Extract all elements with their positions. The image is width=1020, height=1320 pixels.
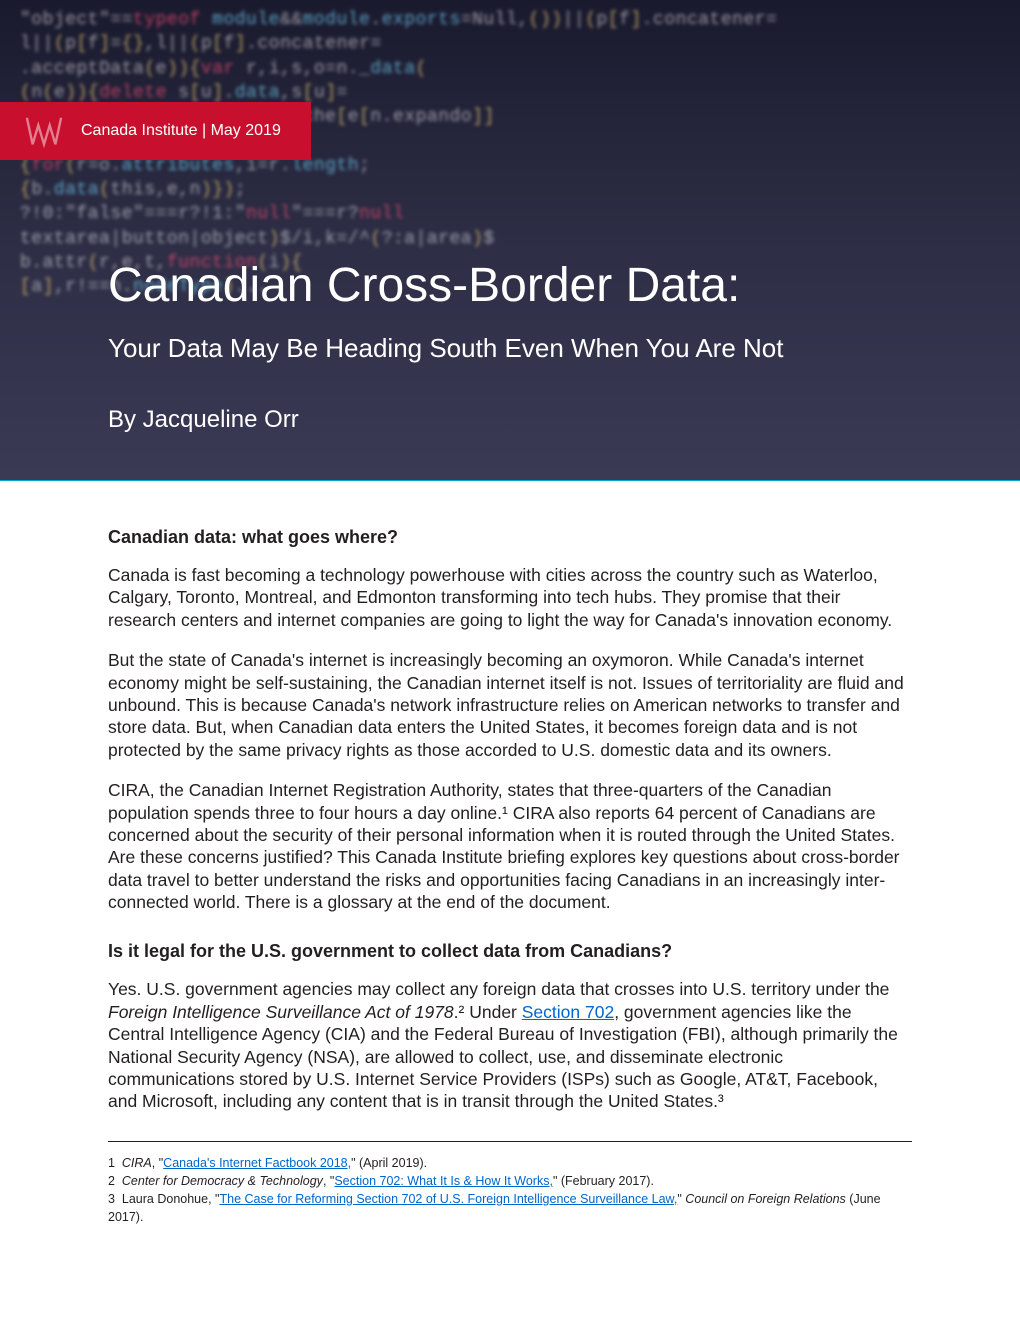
article-content: Canadian data: what goes where? Canada i…: [0, 481, 1020, 1226]
header-hero: "object"==typeof module&&module.exports=…: [0, 0, 1020, 480]
body-paragraph: Canada is fast becoming a technology pow…: [108, 564, 912, 631]
text-run: " (April 2019).: [351, 1156, 427, 1170]
text-run: , ": [152, 1156, 163, 1170]
footnote-link[interactable]: Canada's Internet Factbook 2018,: [163, 1156, 351, 1170]
footnote-source: CIRA: [122, 1156, 152, 1170]
text-run: .² Under: [454, 1002, 522, 1022]
text-run: " (February 2017).: [553, 1174, 654, 1188]
footnote-link[interactable]: Section 702: What It Is & How It Works,: [334, 1174, 553, 1188]
body-paragraph-with-citations: Yes. U.S. government agencies may collec…: [108, 978, 912, 1112]
footnote-journal: Council on Foreign Relations: [685, 1192, 846, 1206]
section-heading-1: Canadian data: what goes where?: [108, 527, 912, 548]
section-702-link[interactable]: Section 702: [522, 1002, 614, 1022]
footnote-3: 3 Laura Donohue, "The Case for Reforming…: [108, 1190, 912, 1226]
institute-banner: Canada Institute | May 2019: [0, 102, 311, 160]
document-title: Canadian Cross-Border Data:: [108, 258, 960, 313]
act-title-italic: Foreign Intelligence Surveillance Act of…: [108, 1002, 454, 1022]
document-subtitle: Your Data May Be Heading South Even When…: [108, 333, 960, 364]
body-paragraph: CIRA, the Canadian Internet Registration…: [108, 779, 912, 913]
section-heading-2: Is it legal for the U.S. government to c…: [108, 941, 912, 962]
footnote-num: 2: [108, 1174, 115, 1188]
body-paragraph: But the state of Canada's internet is in…: [108, 649, 912, 761]
footnote-link[interactable]: The Case for Reforming Section 702 of U.…: [219, 1192, 677, 1206]
text-run: Yes. U.S. government agencies may collec…: [108, 979, 889, 999]
text-run: , ": [323, 1174, 334, 1188]
footnote-2: 2 Center for Democracy & Technology, "Se…: [108, 1172, 912, 1190]
footnote-author: Laura Donohue, ": [122, 1192, 220, 1206]
footnote-1: 1 CIRA, "Canada's Internet Factbook 2018…: [108, 1154, 912, 1172]
wilson-logo-icon: [25, 112, 63, 150]
footnote-num: 3: [108, 1192, 115, 1206]
footnote-source: Center for Democracy & Technology: [122, 1174, 323, 1188]
footnote-divider: [108, 1141, 912, 1142]
banner-text: Canada Institute | May 2019: [81, 122, 281, 140]
title-block: Canadian Cross-Border Data: Your Data Ma…: [108, 258, 960, 434]
document-author: By Jacqueline Orr: [108, 406, 960, 434]
footnote-num: 1: [108, 1156, 115, 1170]
